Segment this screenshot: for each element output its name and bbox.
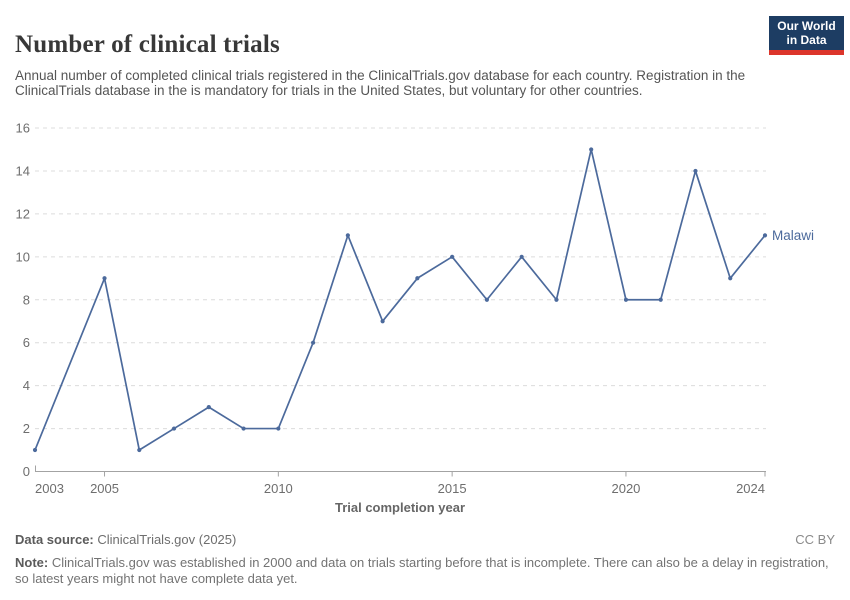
data-point[interactable]	[450, 254, 455, 259]
footnote-text: ClinicalTrials.gov was established in 20…	[15, 555, 829, 586]
source-row: Data source: ClinicalTrials.gov (2025) C…	[15, 532, 835, 547]
data-source: Data source: ClinicalTrials.gov (2025)	[15, 532, 236, 547]
x-tick-label: 2015	[438, 481, 467, 496]
x-tick-label: 2003	[35, 481, 64, 496]
series-line-malawi[interactable]	[34, 148, 766, 451]
footnote: Note: ClinicalTrials.gov was established…	[15, 555, 830, 586]
data-point[interactable]	[693, 168, 698, 174]
data-point[interactable]	[345, 233, 350, 238]
owid-logo-line2: in Data	[786, 32, 827, 47]
x-tick-label: 2010	[264, 481, 293, 496]
data-source-label: Data source:	[15, 532, 94, 547]
y-tick-label: 8	[23, 292, 30, 307]
data-point[interactable]	[276, 426, 281, 431]
owid-logo[interactable]: Our World in Data	[769, 16, 844, 55]
data-point[interactable]	[415, 276, 420, 281]
y-tick-label: 6	[23, 335, 30, 350]
data-point[interactable]	[623, 297, 629, 302]
series-label[interactable]: Malawi	[772, 228, 814, 243]
data-point[interactable]	[206, 404, 211, 410]
data-point[interactable]	[762, 233, 768, 238]
footnote-label: Note:	[15, 555, 49, 570]
chart-footer: Data source: ClinicalTrials.gov (2025) C…	[15, 532, 835, 586]
x-axis-title: Trial completion year	[335, 500, 465, 515]
x-tick-label: 2024	[736, 481, 765, 496]
data-point[interactable]	[102, 276, 107, 281]
y-tick-label: 0	[23, 464, 30, 479]
data-point[interactable]	[32, 447, 38, 453]
data-point[interactable]	[137, 447, 142, 453]
y-tick-label: 14	[16, 163, 30, 178]
y-tick-label: 16	[16, 121, 30, 136]
data-point[interactable]	[484, 297, 490, 302]
x-tick-label: 2020	[611, 481, 640, 496]
data-point[interactable]	[171, 426, 177, 431]
license-link[interactable]: CC BY	[795, 532, 835, 547]
data-point[interactable]	[310, 340, 316, 345]
y-tick-label: 4	[23, 378, 30, 393]
data-point[interactable]	[658, 297, 663, 302]
chart-subtitle: Annual number of completed clinical tria…	[15, 67, 746, 99]
y-tick-label: 10	[16, 249, 30, 264]
owid-logo-line1: Our World	[777, 19, 836, 33]
page-title: Number of clinical trials	[15, 30, 280, 58]
data-point[interactable]	[380, 319, 385, 324]
data-point[interactable]	[589, 147, 594, 152]
y-tick-label: 12	[16, 206, 30, 221]
y-tick-label: 2	[23, 421, 30, 436]
x-tick-label: 2005	[90, 481, 119, 496]
data-point[interactable]	[554, 297, 559, 302]
data-point[interactable]	[519, 254, 524, 259]
data-point[interactable]	[241, 426, 246, 431]
data-point[interactable]	[728, 276, 733, 281]
data-source-link[interactable]: ClinicalTrials.gov (2025)	[97, 532, 237, 547]
